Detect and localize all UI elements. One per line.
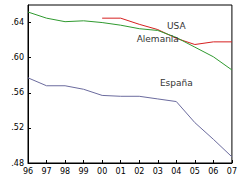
svg-text:97: 97 — [41, 167, 51, 176]
svg-text:.56: .56 — [11, 88, 24, 97]
svg-text:USA: USA — [167, 21, 186, 31]
svg-text:04: 04 — [171, 167, 181, 176]
svg-text:.48: .48 — [11, 158, 24, 168]
svg-text:99: 99 — [79, 167, 89, 176]
svg-text:06: 06 — [208, 167, 218, 176]
svg-text:96: 96 — [23, 167, 33, 176]
svg-text:.52: .52 — [11, 123, 24, 132]
svg-text:02: 02 — [134, 167, 144, 176]
svg-text:Alemania: Alemania — [137, 34, 179, 44]
svg-text:03: 03 — [153, 167, 163, 176]
svg-text:07: 07 — [227, 167, 237, 176]
svg-text:00: 00 — [97, 167, 107, 176]
svg-text:España: España — [160, 78, 193, 88]
svg-text:.64: .64 — [11, 18, 24, 27]
svg-text:01: 01 — [116, 167, 126, 176]
svg-text:.60: .60 — [11, 53, 24, 62]
svg-text:98: 98 — [60, 167, 70, 176]
svg-text:05: 05 — [190, 167, 200, 176]
